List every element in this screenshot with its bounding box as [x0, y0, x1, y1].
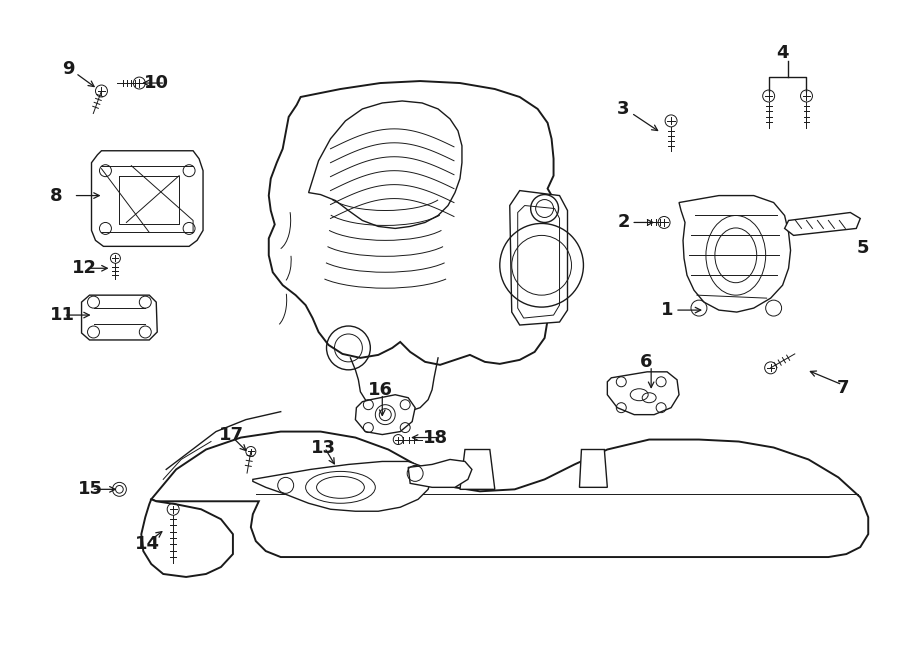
Text: 14: 14	[135, 535, 160, 553]
Text: 11: 11	[50, 306, 75, 324]
Text: 6: 6	[640, 353, 652, 371]
Text: 2: 2	[617, 213, 630, 232]
Text: 4: 4	[777, 44, 788, 62]
Polygon shape	[580, 449, 608, 487]
Polygon shape	[679, 195, 790, 312]
Text: 13: 13	[310, 438, 336, 457]
Polygon shape	[356, 395, 415, 434]
Text: 16: 16	[368, 381, 393, 399]
Polygon shape	[151, 432, 868, 557]
Polygon shape	[608, 372, 679, 414]
Text: 3: 3	[617, 100, 630, 118]
Polygon shape	[785, 213, 860, 236]
Polygon shape	[509, 191, 568, 325]
Polygon shape	[82, 295, 158, 340]
Text: 12: 12	[72, 260, 96, 277]
Text: 8: 8	[50, 187, 62, 205]
Polygon shape	[460, 449, 495, 489]
Text: 18: 18	[423, 428, 448, 447]
Polygon shape	[92, 151, 203, 246]
Polygon shape	[309, 101, 462, 228]
Text: 1: 1	[662, 301, 673, 319]
Polygon shape	[253, 461, 432, 511]
Text: 5: 5	[856, 240, 868, 258]
Polygon shape	[141, 499, 233, 577]
Text: 7: 7	[836, 379, 849, 397]
Polygon shape	[409, 459, 472, 487]
Text: 10: 10	[144, 74, 169, 92]
Text: 17: 17	[219, 426, 244, 444]
Text: 15: 15	[77, 481, 103, 498]
Text: 9: 9	[61, 60, 74, 78]
